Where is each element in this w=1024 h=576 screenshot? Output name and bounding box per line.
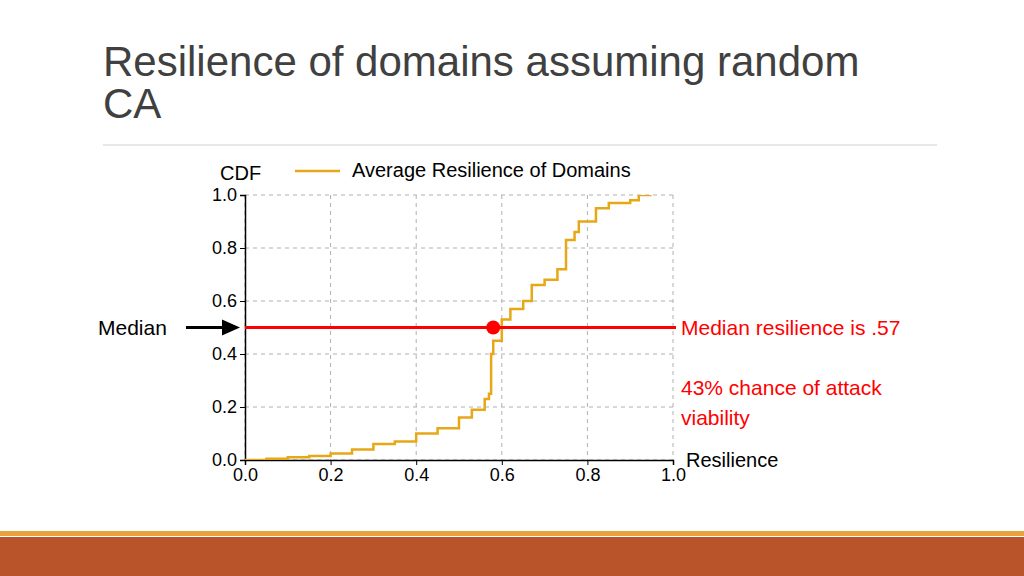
plot-area [245, 195, 673, 460]
y-tick: 0.8 [212, 238, 245, 258]
x-axis-line [246, 461, 674, 466]
x-axis: 0.00.20.40.60.81.0 [233, 460, 686, 485]
y-tick: 1.0 [212, 185, 245, 205]
grid-line-y [245, 407, 673, 408]
y-tick-mark [240, 407, 245, 408]
y-tick-mark [240, 248, 245, 249]
y-tick: 0.4 [212, 344, 245, 364]
y-tick-mark [240, 195, 245, 196]
x-tick: 0.6 [490, 460, 515, 485]
median-label: Median [98, 316, 167, 339]
y-tick-label: 0.2 [212, 397, 237, 417]
y-axis-title: CDF [220, 162, 261, 184]
x-tick-label: 0.8 [575, 465, 600, 485]
text-line: CA [103, 80, 161, 127]
y-tick: 0.0 [212, 450, 245, 470]
grid-line-y [245, 195, 673, 196]
attack-annotation: 43% chance of attack viability [681, 376, 882, 429]
y-axis-line [240, 196, 246, 461]
y-tick-label: 1.0 [212, 185, 237, 205]
x-tick: 0.4 [404, 460, 429, 485]
y-tick-label: 0.0 [212, 450, 237, 470]
median-point [486, 321, 500, 335]
footer-band [0, 537, 1024, 576]
median-arrow-head [222, 320, 240, 336]
x-tick: 0.8 [575, 460, 600, 485]
y-tick: 0.6 [212, 291, 245, 311]
median-line [245, 326, 673, 329]
y-tick: 0.2 [212, 397, 245, 417]
x-tick-label: 0.2 [319, 465, 344, 485]
grid-line-y [245, 301, 673, 302]
grid-line-y [245, 248, 673, 249]
slide: Resilience of domains assuming randomCA 0… [0, 0, 1024, 576]
median-annotation: Median resilience is .57 [681, 316, 900, 339]
grid [245, 195, 673, 460]
y-tick-mark [240, 301, 245, 302]
legend-label: Average Resilience of Domains [352, 159, 631, 181]
y-tick-label: 0.4 [212, 344, 237, 364]
median-line-extension [673, 326, 676, 329]
footer-stripe [0, 531, 1024, 536]
median-arrow-shaft [186, 326, 226, 329]
legend-swatch [295, 170, 340, 173]
grid-line-y [245, 354, 673, 355]
x-tick: 0.2 [319, 460, 344, 485]
y-tick-label: 0.6 [212, 291, 237, 311]
x-tick-label: 1.0 [661, 465, 686, 485]
text-line: Resilience of domains assuming random [103, 38, 859, 85]
text-line: 43% chance of attack [681, 376, 882, 399]
text-line: viability [681, 406, 750, 429]
x-tick: 1.0 [661, 460, 686, 485]
legend: Average Resilience of Domains [295, 159, 631, 181]
x-tick-label: 0.4 [404, 465, 429, 485]
title-separator [103, 145, 937, 146]
y-tick-mark [240, 460, 245, 461]
x-tick-label: 0.6 [490, 465, 515, 485]
x-axis-title: Resilience [686, 449, 778, 471]
y-tick-label: 0.8 [212, 238, 237, 258]
title: Resilience of domains assuming randomCA [103, 38, 859, 127]
y-tick-mark [240, 354, 245, 355]
